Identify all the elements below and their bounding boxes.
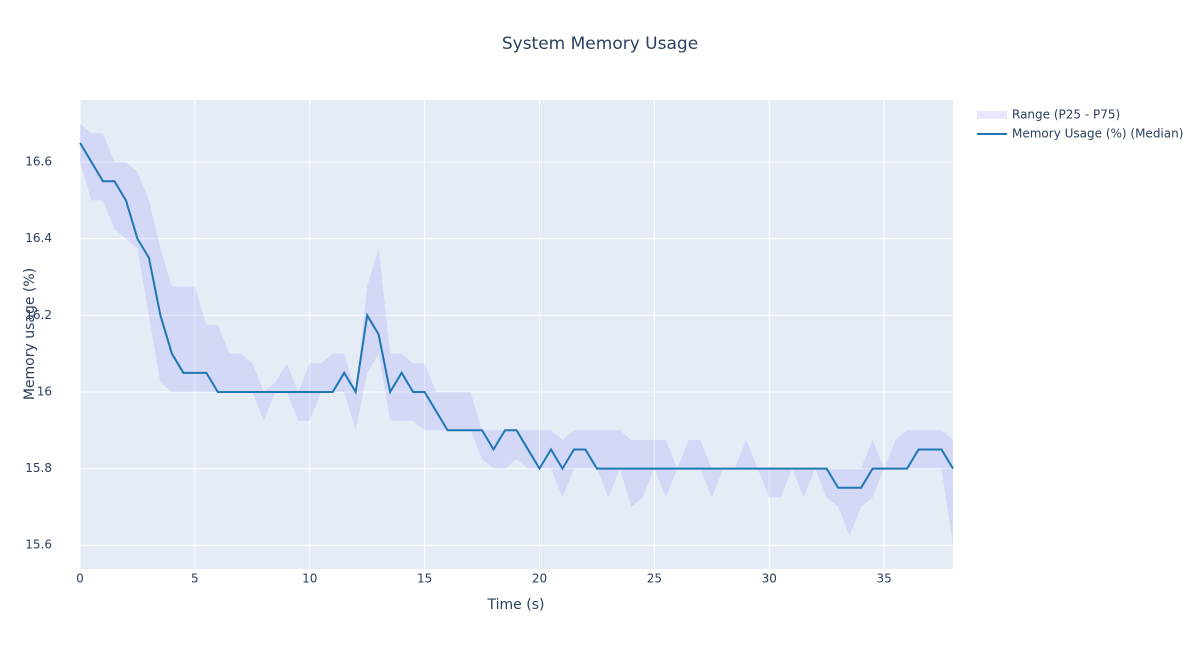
median-line [79, 142, 954, 489]
x-tick-label: 20 [532, 572, 547, 586]
y-tick-label: 15.6 [25, 538, 52, 552]
legend-swatch [977, 111, 1007, 119]
y-axis-title: Memory usage (%) [22, 268, 38, 400]
legend-text: Memory Usage (%) (Median) [1012, 127, 1183, 141]
y-tick-label: 16.2 [25, 308, 52, 322]
x-axis-title: Time (s) [487, 597, 545, 613]
x-tick-label: 15 [417, 572, 432, 586]
y-tick-label: 16.4 [25, 231, 52, 245]
plot-background [80, 100, 953, 569]
x-tick-label: 5 [191, 572, 199, 586]
y-tick-label: 15.8 [25, 461, 52, 475]
x-tick-label: 0 [76, 572, 84, 586]
chart-title: System Memory Usage [502, 34, 698, 54]
x-tick-label: 35 [876, 572, 891, 586]
x-tick-label: 30 [762, 572, 777, 586]
x-tick-label: 10 [302, 572, 317, 586]
x-tick-label: 25 [647, 572, 662, 586]
y-tick-label: 16 [37, 384, 52, 398]
legend-text: Range (P25 - P75) [1012, 108, 1120, 122]
y-tick-label: 16.6 [25, 155, 52, 169]
